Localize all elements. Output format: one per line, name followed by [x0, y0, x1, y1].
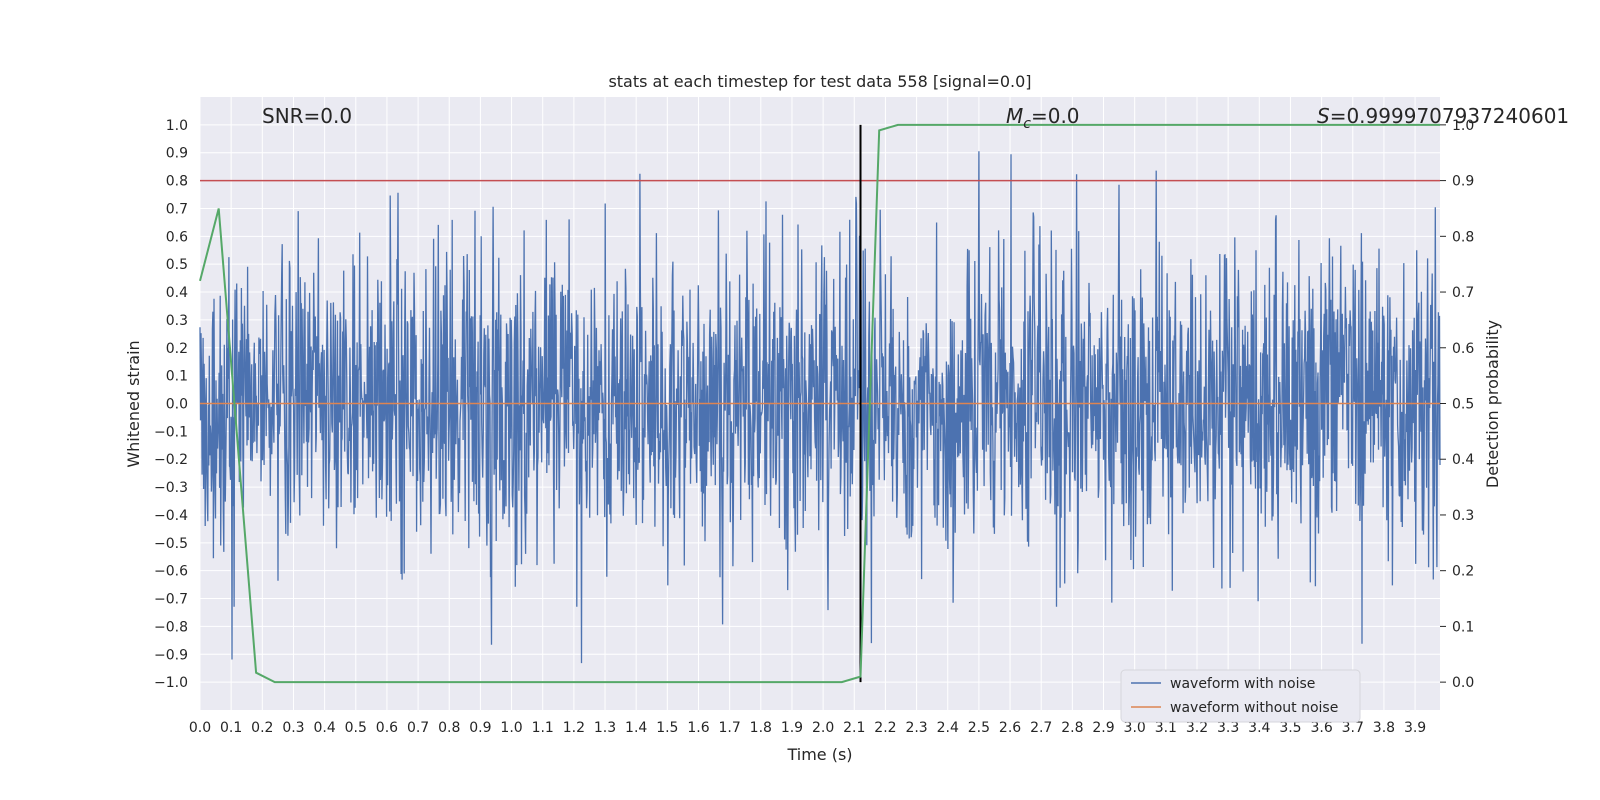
y-tick-labels-left: 1.0 0.9 0.8 0.7 0.6 0.5 0.4 0.3 0.2 0.1 0.0 −0.1 −0.… [154, 118, 188, 691]
s-value: =0.9999707937240601 [1330, 104, 1569, 128]
x-tick-label: 1.7 [719, 720, 741, 736]
y-tick-label-right: 0.5 [1452, 397, 1474, 413]
x-tick-label: 2.6 [999, 720, 1021, 736]
x-tick-label: 1.3 [594, 720, 616, 736]
y-tick-label-right: 0.4 [1452, 452, 1474, 468]
x-tick-label: 0.2 [251, 720, 273, 736]
x-tick-labels: 0.0 0.1 0.2 0.3 0.4 0.5 0.6 0.7 0.8 0.9 1.0 1.1 1.2 1… [189, 720, 1426, 736]
snr-annotation: SNR=0.0 [262, 104, 352, 128]
legend: waveform with noise waveform without noi… [1120, 669, 1361, 723]
x-tick-label: 2.8 [1061, 720, 1083, 736]
noise-series [199, 151, 1441, 664]
legend-box [1120, 669, 1361, 723]
x-tick-label: 2.3 [905, 720, 927, 736]
x-tick-label: 2.9 [1092, 720, 1114, 736]
mc-symbol: M [1006, 104, 1023, 128]
y-tick-label-left: 0.9 [166, 146, 188, 162]
x-tick-label: 3.4 [1248, 720, 1270, 736]
x-tick-label: 1.0 [500, 720, 522, 736]
x-tick-label: 3.7 [1342, 720, 1364, 736]
y-tick-label-right: 0.7 [1452, 285, 1474, 301]
y-tick-labels-right: 1.0 0.9 0.8 0.7 0.6 0.5 0.4 0.3 0.2 0.1 0.0 [1440, 118, 1474, 691]
x-tick-label: 2.1 [843, 720, 865, 736]
y-tick-label-left: 0.7 [166, 201, 188, 217]
x-tick-label: 3.8 [1373, 720, 1395, 736]
x-tick-label: 2.0 [812, 720, 834, 736]
y-tick-label-left: 0.8 [166, 174, 188, 190]
x-tick-label: 0.6 [376, 720, 398, 736]
x-tick-label: 0.4 [313, 720, 335, 736]
x-tick-label: 3.1 [1155, 720, 1177, 736]
y-tick-label-left: −0.8 [154, 619, 188, 635]
legend-label-clean: waveform without noise [1170, 700, 1338, 716]
y-tick-label-right: 0.3 [1452, 508, 1474, 524]
y-tick-label-left: −0.9 [154, 647, 188, 663]
series-lines [199, 123, 1440, 684]
legend-label-noise: waveform with noise [1170, 676, 1315, 692]
x-tick-label: 2.4 [937, 720, 959, 736]
s-annotation: S=0.9999707937240601 [1317, 104, 1569, 128]
y-tick-label-left: 0.0 [166, 397, 188, 413]
y-tick-label-left: −0.4 [154, 508, 188, 524]
y-tick-label-right: 1.0 [1452, 118, 1474, 134]
y-tick-label-right: 0.1 [1452, 619, 1474, 635]
y-tick-label-left: −0.5 [154, 536, 188, 552]
y-tick-label-right: 0.6 [1452, 341, 1474, 357]
y-tick-label-left: 0.6 [166, 229, 188, 245]
mc-annotation: Mc=0.0 [1006, 104, 1080, 132]
y-axis-label-right: Detection probability [1483, 320, 1502, 488]
x-tick-label: 1.1 [532, 720, 554, 736]
x-tick-label: 0.1 [220, 720, 242, 736]
x-tick-label: 3.6 [1310, 720, 1332, 736]
y-tick-label-right: 0.8 [1452, 229, 1474, 245]
x-tick-label: 3.2 [1186, 720, 1208, 736]
x-tick-label: 3.0 [1124, 720, 1146, 736]
y-tick-label-left: 0.5 [166, 257, 188, 273]
y-tick-label-right: 0.9 [1452, 174, 1474, 190]
y-tick-label-left: 0.2 [166, 341, 188, 357]
mc-subscript: c [1023, 116, 1031, 132]
x-tick-label: 0.8 [438, 720, 460, 736]
x-tick-label: 1.6 [687, 720, 709, 736]
y-tick-label-left: −0.3 [154, 480, 188, 496]
x-tick-label: 1.4 [625, 720, 647, 736]
y-tick-label-left: −0.6 [154, 564, 188, 580]
y-tick-label-left: 0.3 [166, 313, 188, 329]
x-tick-label: 2.7 [1030, 720, 1052, 736]
x-tick-label: 1.9 [781, 720, 803, 736]
mc-value: =0.0 [1031, 104, 1080, 128]
y-tick-label-left: −0.2 [154, 452, 188, 468]
x-tick-label: 0.0 [189, 720, 211, 736]
y-tick-label-right: 0.0 [1452, 675, 1474, 691]
x-tick-label: 0.9 [469, 720, 491, 736]
y-tick-label-right: 0.2 [1452, 564, 1474, 580]
x-tick-label: 3.3 [1217, 720, 1239, 736]
x-tick-label: 1.8 [750, 720, 772, 736]
s-symbol: S [1317, 104, 1330, 128]
y-tick-label-left: −0.7 [154, 592, 188, 608]
x-tick-label: 0.7 [407, 720, 429, 736]
waveform-with-noise-line [199, 151, 1441, 664]
x-tick-label: 2.2 [874, 720, 896, 736]
y-axis-label-left: Whitened strain [124, 340, 143, 467]
x-tick-label: 1.5 [656, 720, 678, 736]
x-tick-label: 0.5 [345, 720, 367, 736]
y-tick-label-left: 0.4 [166, 285, 188, 301]
x-tick-label: 3.9 [1404, 720, 1426, 736]
y-tick-label-left: 0.1 [166, 369, 188, 385]
y-tick-label-left: −1.0 [154, 675, 188, 691]
y-tick-label-left: 1.0 [166, 118, 188, 134]
x-tick-label: 3.5 [1279, 720, 1301, 736]
y-tick-label-left: −0.1 [154, 424, 188, 440]
chart-title: stats at each timestep for test data 558… [608, 72, 1031, 91]
x-tick-label: 0.3 [282, 720, 304, 736]
x-axis-label: Time (s) [786, 745, 852, 764]
x-tick-label: 2.5 [968, 720, 990, 736]
detection-probability-line [199, 123, 1440, 684]
x-tick-label: 1.2 [563, 720, 585, 736]
